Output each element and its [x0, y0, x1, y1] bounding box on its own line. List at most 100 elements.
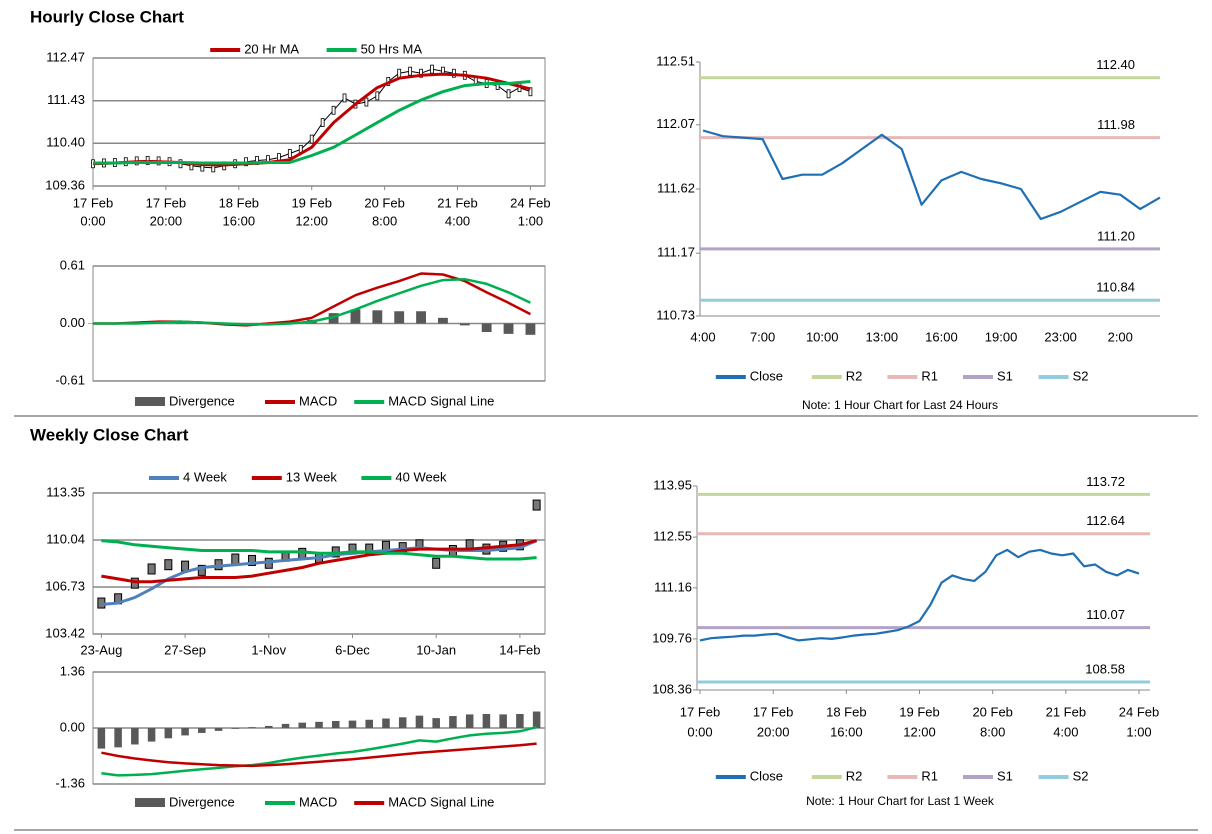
y-tick-label: 109.36 — [45, 177, 85, 192]
legend-label: S2 — [1073, 368, 1089, 383]
divergence-bar — [131, 728, 139, 745]
x-tick-label: 4:00 — [1053, 724, 1078, 739]
divergence-bar — [372, 310, 383, 324]
x-tick-label: 0:00 — [80, 213, 105, 228]
level-label: 112.64 — [1086, 513, 1125, 528]
series-line — [101, 725, 537, 777]
divergence-bar — [265, 725, 273, 728]
x-tick-label: 12:00 — [903, 724, 936, 739]
x-tick-label: 4:00 — [445, 213, 470, 228]
legend-label: R2 — [846, 768, 863, 783]
x-tick-label: 19 Feb — [291, 195, 331, 210]
candle — [309, 134, 314, 144]
level-label: 113.72 — [1086, 474, 1125, 489]
legend-label: S1 — [997, 368, 1013, 383]
candle — [375, 91, 380, 101]
level-label: 108.58 — [1085, 661, 1125, 676]
legend-label: S1 — [997, 768, 1013, 783]
legend-label: 40 Week — [395, 469, 447, 484]
series-line — [92, 68, 531, 169]
x-tick-label: 20 Feb — [972, 704, 1012, 719]
legend-label: MACD Signal Line — [388, 393, 494, 408]
legend-swatch — [135, 397, 165, 406]
y-tick-label: 111.16 — [654, 579, 692, 594]
divergence-bar — [415, 715, 424, 728]
candle — [147, 563, 156, 575]
candle — [197, 564, 206, 576]
divergence-bar — [164, 728, 173, 739]
divergence-bar — [281, 723, 290, 728]
candle — [419, 68, 423, 78]
legend-label: MACD Signal Line — [388, 794, 494, 809]
candle — [164, 559, 173, 571]
legend-label: R1 — [921, 368, 938, 383]
divergence-bar — [416, 311, 426, 324]
x-tick-label: 20:00 — [150, 213, 183, 228]
divergence-bar — [499, 714, 507, 728]
divergence-bar — [181, 728, 189, 736]
candle — [430, 64, 434, 74]
legend-label: MACD — [299, 794, 337, 809]
level-label: 111.98 — [1097, 117, 1135, 132]
legend-swatch — [135, 798, 165, 807]
divergence-bar — [482, 714, 491, 728]
series-line — [101, 539, 537, 584]
x-tick-label: 1-Nov — [251, 642, 286, 657]
y-tick-label: 103.42 — [45, 625, 85, 640]
divergence-bar — [214, 728, 223, 731]
section-title: Weekly Close Chart — [30, 425, 189, 444]
x-tick-label: 7:00 — [750, 329, 775, 344]
candle — [432, 557, 441, 569]
y-tick-label: 112.55 — [653, 529, 692, 544]
series-line — [92, 72, 531, 167]
legend-label: R1 — [921, 768, 938, 783]
x-tick-label: 17 Feb — [146, 195, 186, 210]
x-tick-label: 24 Feb — [1119, 704, 1159, 719]
divergence-bar — [394, 311, 405, 324]
divergence-bar — [114, 728, 122, 748]
legend-label: Divergence — [169, 393, 235, 408]
x-tick-label: 1:00 — [518, 213, 543, 228]
y-tick-label: 111.17 — [657, 245, 695, 260]
section-title: Hourly Close Chart — [30, 7, 184, 26]
divergence-bar — [382, 718, 390, 728]
candle — [532, 499, 541, 511]
divergence-bar — [348, 720, 357, 728]
x-tick-label: 20 Feb — [364, 195, 404, 210]
divergence-bar — [449, 716, 457, 728]
divergence-bar — [398, 717, 407, 728]
series-line — [93, 80, 531, 165]
x-tick-label: 2:00 — [1108, 329, 1133, 344]
divergence-bar — [248, 727, 256, 728]
legend-label: 13 Week — [286, 469, 338, 484]
x-tick-label: 16:00 — [830, 724, 863, 739]
x-tick-label: 6-Dec — [335, 642, 370, 657]
divergence-bar — [459, 323, 470, 326]
y-tick-label: -1.36 — [55, 775, 85, 790]
x-tick-label: 18 Feb — [219, 195, 259, 210]
series-line — [101, 742, 537, 768]
legend-label: 4 Week — [183, 469, 227, 484]
candle — [397, 68, 402, 78]
divergence-bar — [175, 323, 186, 324]
x-tick-label: 10:00 — [806, 329, 839, 344]
y-tick-label: 106.73 — [45, 578, 85, 593]
candle — [506, 89, 511, 99]
divergence-bar — [516, 714, 524, 728]
x-tick-label: 21 Feb — [1046, 704, 1086, 719]
candle — [342, 93, 347, 103]
y-tick-label: -0.61 — [55, 372, 85, 387]
candle — [331, 105, 336, 115]
x-tick-label: 8:00 — [372, 213, 397, 228]
y-tick-label: 0.00 — [60, 315, 85, 330]
legend-label: 20 Hr MA — [244, 41, 299, 56]
divergence-bar — [525, 323, 536, 335]
legend-label: MACD — [299, 393, 337, 408]
x-tick-label: 16:00 — [223, 213, 256, 228]
x-tick-label: 24 Feb — [510, 195, 550, 210]
series-line — [93, 277, 531, 326]
x-tick-label: 8:00 — [980, 724, 1005, 739]
y-tick-label: 108.36 — [652, 681, 692, 696]
divergence-bar — [231, 728, 240, 729]
